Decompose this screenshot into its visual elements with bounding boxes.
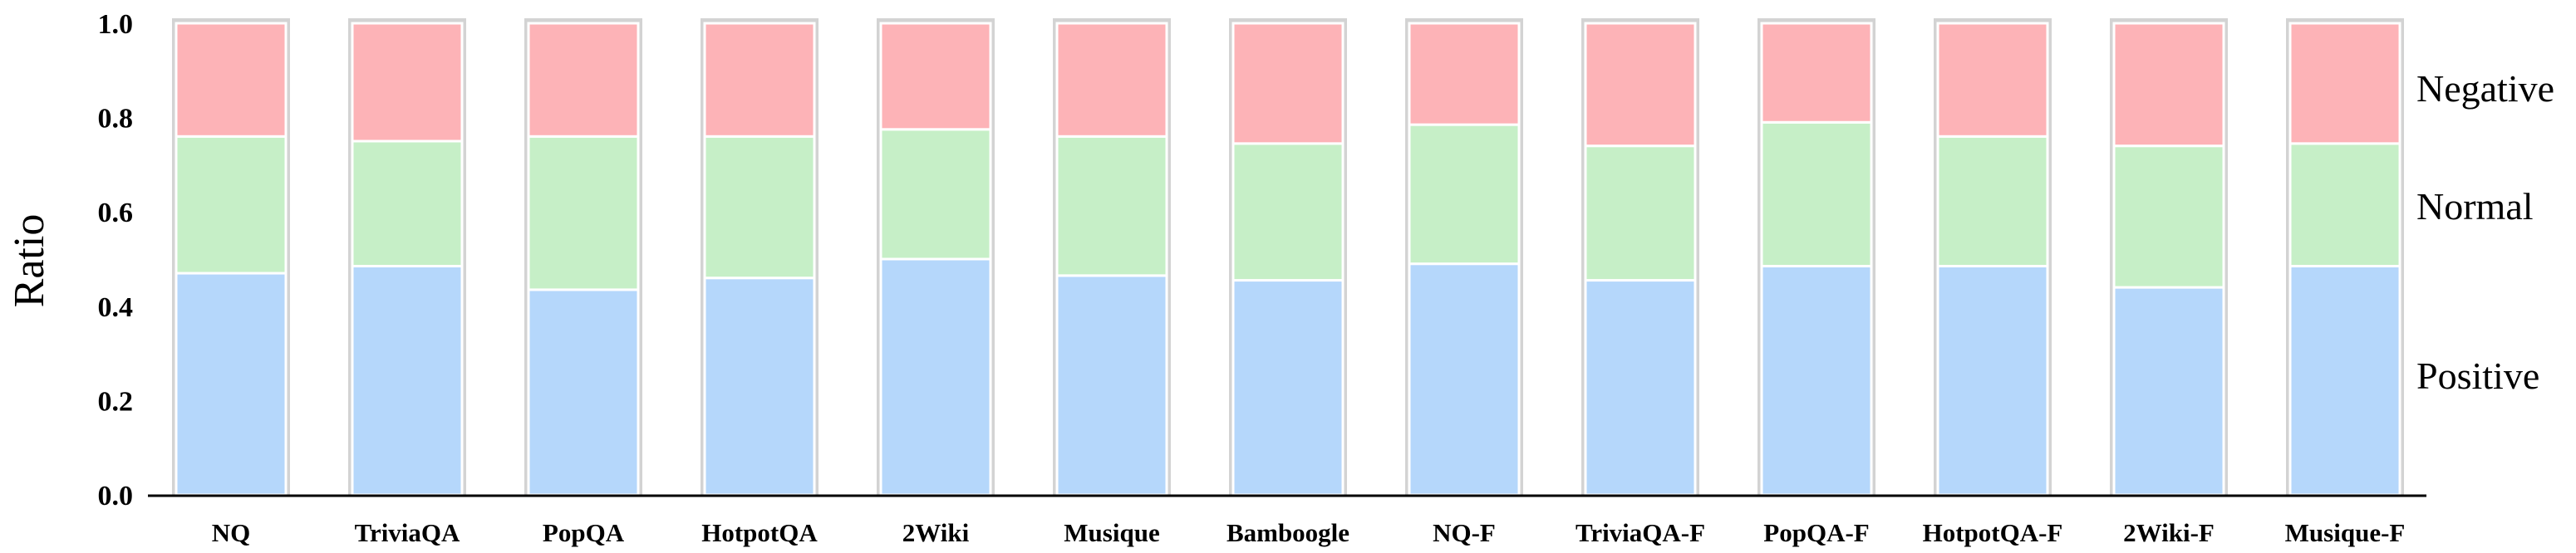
- bar-group: [172, 18, 290, 497]
- bar-segment: [2112, 22, 2225, 148]
- bar-segment: [1936, 22, 2049, 138]
- bar-segment: [527, 288, 640, 497]
- y-tick-label: 0.8: [98, 104, 134, 135]
- bar-group: [348, 18, 466, 497]
- bar-group: [877, 18, 995, 497]
- bar-segment: [351, 139, 464, 268]
- y-axis: 0.0 0.2 0.4 0.6 0.8 1.0: [98, 9, 134, 511]
- bar-segment: [351, 22, 464, 143]
- x-tick-label: PopQA-F: [1763, 518, 1869, 547]
- x-tick-label: PopQA: [543, 518, 625, 547]
- bar-segment: [175, 135, 288, 275]
- bar-group: [1229, 18, 1347, 497]
- bar-group: [1757, 18, 1875, 497]
- bar-segment: [1408, 22, 1521, 126]
- bar-group: [524, 18, 642, 497]
- bar-segment: [1231, 279, 1345, 497]
- y-tick-label: 0.0: [98, 481, 134, 511]
- bar-group: [1934, 18, 2052, 497]
- x-tick-label: NQ-F: [1433, 518, 1496, 547]
- bar-group: [701, 18, 819, 497]
- bar-segment: [175, 272, 288, 497]
- x-tick-label: 2Wiki: [902, 518, 970, 547]
- bar-group: [1053, 18, 1171, 497]
- y-axis-title: Ratio: [6, 214, 53, 308]
- bar-segment: [1760, 120, 1873, 268]
- bar-segment: [351, 265, 464, 497]
- bar-segment: [703, 276, 816, 497]
- bar-segment: [1231, 142, 1345, 282]
- legend-label: Normal: [2416, 185, 2534, 228]
- bars-layer: [172, 18, 2404, 497]
- bar-group: [1581, 18, 1699, 497]
- bar-group: [2286, 18, 2404, 497]
- bar-segment: [1055, 135, 1168, 277]
- y-tick-label: 0.2: [98, 386, 134, 417]
- bar-segment: [703, 22, 816, 138]
- bar-segment: [527, 22, 640, 138]
- bar-segment: [1408, 123, 1521, 266]
- x-tick-label: HotpotQA: [701, 518, 818, 547]
- legend: Positive Normal Negative: [2416, 67, 2554, 397]
- bar-segment: [879, 22, 992, 131]
- x-tick-label: Musique: [1064, 518, 1159, 547]
- bar-segment: [879, 257, 992, 497]
- y-tick-label: 0.4: [98, 292, 134, 323]
- x-tick-label: 2Wiki-F: [2123, 518, 2215, 547]
- y-tick-label: 0.6: [98, 198, 134, 228]
- bar-segment: [2112, 286, 2225, 497]
- bar-segment: [2288, 142, 2401, 268]
- x-tick-label: HotpotQA-F: [1923, 518, 2063, 547]
- bar-segment: [1408, 262, 1521, 497]
- x-tick-label: TriviaQA: [355, 518, 460, 547]
- bar-segment: [2288, 265, 2401, 497]
- y-tick-label: 1.0: [98, 9, 134, 40]
- bar-segment: [1055, 274, 1168, 497]
- x-tick-label: NQ: [212, 518, 251, 547]
- bar-segment: [1760, 265, 1873, 497]
- legend-label: Positive: [2416, 355, 2539, 397]
- x-tick-label: TriviaQA-F: [1576, 518, 1705, 547]
- x-axis: NQ TriviaQA PopQA HotpotQA 2Wiki Musique Bambo…: [148, 494, 2426, 547]
- bar-group: [2110, 18, 2228, 497]
- bar-segment: [1584, 22, 1697, 148]
- bar-segment: [1584, 279, 1697, 497]
- bar-segment: [2288, 22, 2401, 145]
- bar-group: [1405, 18, 1523, 497]
- legend-label: Negative: [2416, 67, 2554, 110]
- bar-segment: [2112, 144, 2225, 289]
- bar-segment: [1936, 265, 2049, 497]
- bar-segment: [879, 128, 992, 261]
- x-tick-label: Bamboogle: [1227, 518, 1349, 547]
- bar-segment: [1231, 22, 1345, 145]
- bar-segment: [1760, 22, 1873, 124]
- bar-segment: [175, 22, 288, 138]
- bar-segment: [1055, 22, 1168, 138]
- bar-segment: [527, 135, 640, 291]
- bar-segment: [1936, 135, 2049, 268]
- bar-segment: [703, 135, 816, 280]
- bar-segment: [1584, 144, 1697, 282]
- x-tick-label: Musique-F: [2285, 518, 2406, 547]
